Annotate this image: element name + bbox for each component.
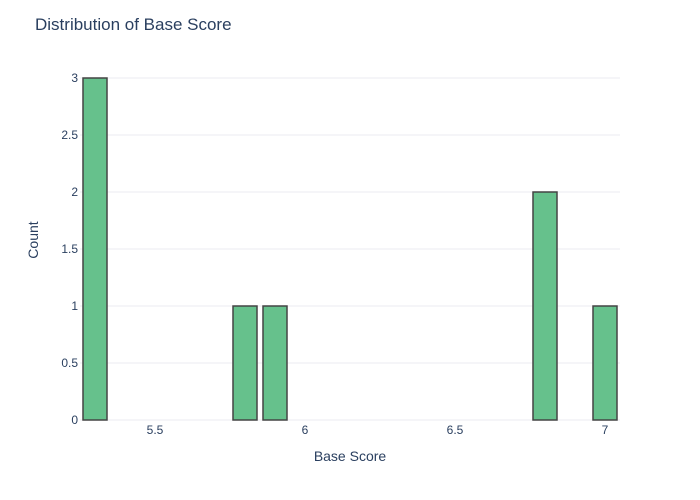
- histogram-bar: [232, 305, 258, 421]
- y-tick-label: 3: [71, 71, 78, 85]
- x-tick-label: 5.5: [147, 423, 164, 437]
- y-tick-label: 2.5: [61, 128, 78, 142]
- y-tick-label: 1: [71, 299, 78, 313]
- y-tick-label: 2: [71, 185, 78, 199]
- y-tick-label: 0: [71, 413, 78, 427]
- y-tick-label: 0.5: [61, 356, 78, 370]
- histogram-bar: [592, 305, 618, 421]
- histogram-bar: [82, 77, 108, 421]
- y-tick-labels: 0 0.5 1 1.5 2 2.5 3: [61, 71, 78, 427]
- x-axis-label: Base Score: [314, 448, 387, 464]
- chart-title: Distribution of Base Score: [35, 15, 232, 34]
- y-axis-label: Count: [25, 221, 41, 258]
- x-tick-label: 7: [602, 423, 609, 437]
- x-tick-label: 6: [302, 423, 309, 437]
- x-tick-labels: 5.5 6 6.5 7: [147, 423, 609, 437]
- x-tick-label: 6.5: [447, 423, 464, 437]
- histogram-bar: [532, 191, 558, 421]
- histogram-bar: [262, 305, 288, 421]
- gridlines: [80, 77, 620, 421]
- bars: [82, 77, 618, 421]
- y-tick-label: 1.5: [61, 242, 78, 256]
